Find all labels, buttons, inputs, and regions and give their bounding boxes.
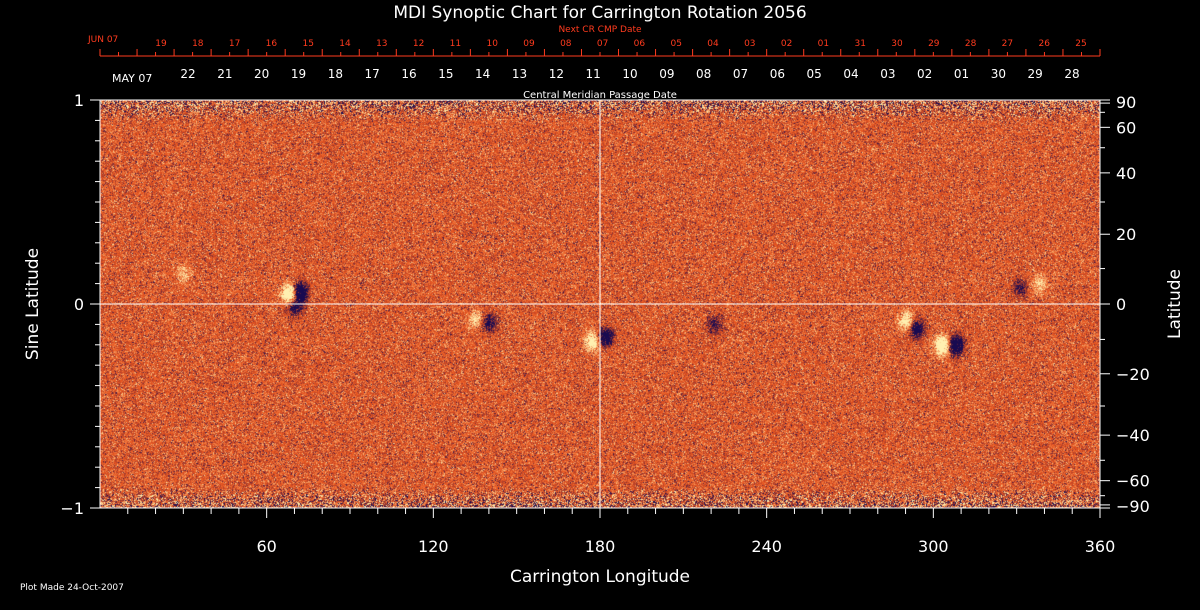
next-cr-axis-label: Next CR CMP Date xyxy=(558,25,642,35)
next-cr-date-label: 11 xyxy=(450,39,461,49)
latitude-tick-label: −90 xyxy=(1116,497,1150,516)
next-cr-date-label: 12 xyxy=(413,39,424,49)
next-cr-date-label: 04 xyxy=(707,39,719,49)
next-cr-date-label: 31 xyxy=(854,39,865,49)
latitude-axis-ticks xyxy=(1100,99,1110,509)
x-axis-tick-labels: 60 120 180 240 300 360 xyxy=(256,537,1115,556)
cmp-date-label: 29 xyxy=(1028,67,1043,81)
next-cr-date-label: 18 xyxy=(192,39,204,49)
cmp-date-label: 17 xyxy=(365,67,380,81)
cmp-date-label: 20 xyxy=(254,67,269,81)
next-cr-date-label: 26 xyxy=(1038,39,1050,49)
next-cr-date-label: 14 xyxy=(339,39,351,49)
cmp-date-label: 15 xyxy=(438,67,453,81)
y-tick-label: 1 xyxy=(74,91,84,110)
cmp-date-label: 18 xyxy=(328,67,343,81)
cmp-date-label: 03 xyxy=(880,67,895,81)
latitude-tick-label: −40 xyxy=(1116,426,1150,445)
plot-made-label: Plot Made 24-Oct-2007 xyxy=(20,583,124,593)
cmp-date-label: 05 xyxy=(807,67,822,81)
next-cr-date-labels: 19 18 17 16 15 14 13 12 11 10 09 08 07 06 05 04 03 02 01 31… xyxy=(155,39,1086,49)
next-cr-month-label: JUN 07 xyxy=(87,35,118,45)
next-cr-date-label: 10 xyxy=(486,39,498,49)
next-cr-date-label: 17 xyxy=(229,39,240,49)
x-tick-label: 240 xyxy=(751,537,782,556)
cmp-date-label: 04 xyxy=(843,67,858,81)
cmp-date-label: 30 xyxy=(991,67,1006,81)
latitude-tick-label: 40 xyxy=(1116,164,1136,183)
next-cr-axis-ticks xyxy=(99,49,1101,57)
latitude-tick-label: 20 xyxy=(1116,225,1136,244)
x-axis-ticks xyxy=(127,508,1101,518)
cmp-date-label: 08 xyxy=(696,67,711,81)
y-tick-label: 0 xyxy=(74,295,84,314)
next-cr-date-label: 07 xyxy=(597,39,608,49)
y-tick-label: −1 xyxy=(60,499,84,518)
next-cr-date-label: 09 xyxy=(523,39,535,49)
x-tick-label: 360 xyxy=(1085,537,1116,556)
cmp-month-label: MAY 07 xyxy=(112,72,152,85)
y-axis-tick-labels: 1 0 −1 xyxy=(60,91,84,518)
cmp-date-label: 13 xyxy=(512,67,527,81)
latitude-axis-tick-labels: 90 60 40 20 0 −20 −40 −60 −90 xyxy=(1116,93,1150,516)
cmp-date-label: 19 xyxy=(291,67,306,81)
y-axis-label: Sine Latitude xyxy=(23,248,43,360)
cmp-date-label: 09 xyxy=(659,67,674,81)
next-cr-date-label: 15 xyxy=(302,39,313,49)
cmp-date-labels: 22 21 20 19 18 17 16 15 14 13 12 11 10 09 08 07 06 05 04 03… xyxy=(180,67,1079,81)
next-cr-date-label: 05 xyxy=(670,39,681,49)
x-tick-label: 60 xyxy=(256,537,276,556)
cmp-date-label: 16 xyxy=(401,67,416,81)
cmp-date-label: 11 xyxy=(586,67,601,81)
next-cr-date-label: 25 xyxy=(1075,39,1086,49)
next-cr-date-label: 08 xyxy=(560,39,572,49)
next-cr-date-label: 29 xyxy=(928,39,940,49)
x-tick-label: 300 xyxy=(918,537,949,556)
next-cr-date-label: 16 xyxy=(266,39,278,49)
x-tick-label: 120 xyxy=(418,537,449,556)
next-cr-date-label: 03 xyxy=(744,39,755,49)
latitude-axis-label: Latitude xyxy=(1165,269,1185,339)
cmp-date-label: 22 xyxy=(180,67,195,81)
cmp-date-label: 12 xyxy=(549,67,564,81)
latitude-tick-label: −60 xyxy=(1116,472,1150,491)
cmp-date-label: 21 xyxy=(217,67,232,81)
latitude-tick-label: −20 xyxy=(1116,365,1150,384)
next-cr-date-label: 30 xyxy=(891,39,903,49)
latitude-tick-label: 0 xyxy=(1116,295,1126,314)
cmp-axis-label: Central Meridian Passage Date xyxy=(523,90,677,101)
next-cr-date-label: 06 xyxy=(634,39,646,49)
next-cr-date-label: 27 xyxy=(1002,39,1013,49)
next-cr-date-label: 19 xyxy=(155,39,167,49)
chart-title: MDI Synoptic Chart for Carrington Rotati… xyxy=(393,3,806,23)
next-cr-date-label: 13 xyxy=(376,39,387,49)
cmp-date-label: 10 xyxy=(622,67,637,81)
next-cr-date-label: 28 xyxy=(965,39,977,49)
next-cr-date-label: 02 xyxy=(781,39,792,49)
x-axis-label: Carrington Longitude xyxy=(510,567,690,587)
cmp-date-label: 28 xyxy=(1064,67,1079,81)
x-tick-label: 180 xyxy=(585,537,616,556)
cmp-date-label: 01 xyxy=(954,67,969,81)
cmp-date-label: 14 xyxy=(475,67,490,81)
y-axis-ticks xyxy=(90,99,100,509)
cmp-date-label: 06 xyxy=(770,67,785,81)
cmp-date-label: 07 xyxy=(733,67,748,81)
latitude-tick-label: 90 xyxy=(1116,93,1136,112)
next-cr-date-label: 01 xyxy=(818,39,829,49)
latitude-tick-label: 60 xyxy=(1116,118,1136,137)
cmp-date-label: 02 xyxy=(917,67,932,81)
